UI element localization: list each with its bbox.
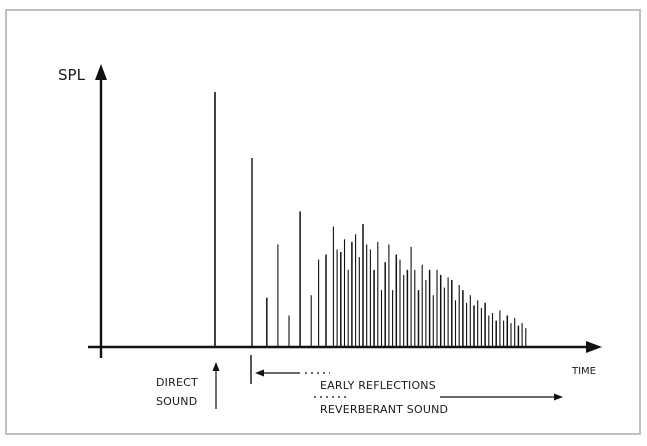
direct-sound-pointer-arrowhead (212, 362, 220, 371)
x-axis-arrowhead (586, 341, 602, 353)
early-reflections-label: EARLY REFLECTIONS (320, 379, 436, 392)
impulse-lines-group (214, 92, 527, 346)
direct-sound-label-line1: DIRECT (156, 376, 198, 389)
reverberant-sound-arrowhead (554, 393, 563, 401)
direct-sound-label-line2: SOUND (156, 395, 197, 408)
x-axis-label: TIME (571, 366, 596, 377)
early-reflections-arrowhead (255, 369, 264, 377)
figure-frame (5, 9, 641, 435)
reverberant-sound-label: REVERBERANT SOUND (320, 403, 448, 416)
y-axis-label: SPL (58, 66, 86, 84)
y-axis-arrowhead (95, 64, 107, 80)
